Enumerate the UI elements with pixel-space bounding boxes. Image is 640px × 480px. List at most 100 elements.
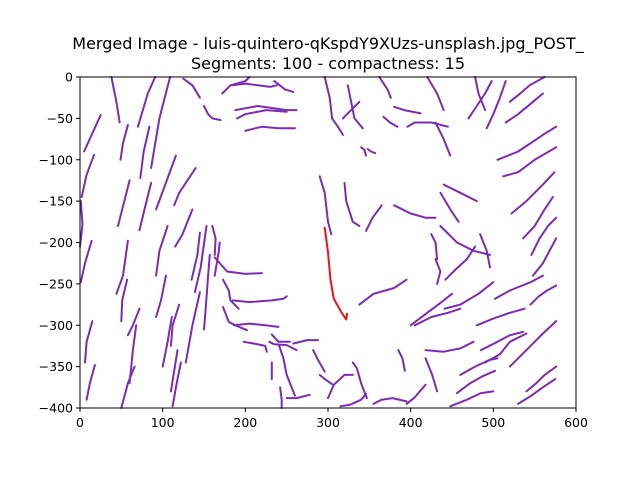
boundary-line-b57	[327, 373, 354, 400]
x-tick-label: 100	[151, 415, 175, 430]
boundary-line-b94	[474, 76, 487, 112]
boundary-line-b59	[339, 392, 367, 408]
boundary-line-b78	[406, 121, 449, 128]
boundary-line-b71	[343, 181, 361, 227]
boundary-line-b24	[173, 167, 197, 207]
boundary-line-b45	[231, 295, 288, 304]
boundary-line-b72	[365, 204, 383, 232]
boundary-line-b17	[128, 324, 138, 385]
boundary-line-b66	[382, 115, 399, 128]
boundary-line-b30	[169, 349, 179, 393]
boundary-line-b110	[508, 320, 558, 368]
boundary-line-b103	[530, 216, 558, 256]
boundary-line-b70	[318, 175, 333, 236]
x-tick-label: 200	[233, 415, 257, 430]
boundary-line-b102	[522, 196, 554, 240]
boundary-line-b12	[120, 365, 136, 409]
boundary-line-b97	[508, 76, 546, 103]
boundary-line-b109	[525, 365, 558, 393]
boundary-line-b31	[171, 361, 182, 408]
boundary-line-b55	[312, 349, 326, 373]
boundary-line-b49	[268, 340, 298, 352]
boundary-line-b75	[405, 383, 427, 405]
boundary-line-b39	[211, 225, 217, 256]
chart-title-line-1: Merged Image - luis-quintero-qKspdY9XUzs…	[72, 34, 584, 54]
boundary-line-b85	[424, 340, 475, 353]
boundary-line-b95	[467, 80, 493, 120]
y-tick-label: −150	[39, 194, 73, 209]
boundary-line-b13	[136, 76, 157, 128]
boundary-line-b48	[270, 333, 291, 343]
boundary-line-b14	[139, 125, 151, 179]
boundary-line-b19	[155, 154, 177, 211]
boundary-line-b113	[479, 233, 491, 269]
boundary-line-b22	[161, 316, 173, 368]
boundary-line-b3	[79, 200, 84, 248]
boundary-line-b64	[360, 146, 367, 157]
boundary-line-b58	[351, 361, 368, 400]
boundary-line-b63	[346, 84, 364, 130]
boundary-line-b28	[184, 291, 201, 364]
boundary-line-b6	[85, 364, 96, 401]
boundary-line-b25	[174, 208, 194, 248]
x-tick-label: 400	[399, 415, 423, 430]
y-tick-label: −400	[39, 401, 73, 416]
boundary-line-b5	[84, 320, 94, 364]
boundary-line-b88	[439, 225, 491, 256]
boundary-line-b108	[517, 378, 557, 405]
boundary-line-b40	[203, 253, 211, 331]
boundary-line-b1	[83, 114, 102, 153]
boundary-line-b81	[430, 233, 439, 261]
boundary-line-b80	[393, 204, 437, 219]
boundary-line-b99	[496, 125, 558, 161]
boundary-line-b111	[532, 237, 558, 277]
boundary-line-b53	[285, 393, 311, 400]
boundary-line-b61	[323, 76, 334, 120]
chart-title-line-2: Segments: 100 - compactness: 15	[191, 54, 465, 73]
boundary-line-b11	[120, 278, 129, 323]
x-tick-label: 500	[481, 415, 505, 430]
x-tick-label: 300	[316, 415, 340, 430]
boundary-line-b107	[484, 332, 528, 364]
boundary-line-b100	[502, 146, 558, 178]
boundary-line-b83	[409, 292, 453, 327]
boundary-line-b82	[434, 258, 442, 285]
boundary-line-b46	[232, 322, 280, 328]
y-tick-label: 0	[65, 70, 73, 85]
boundary-line-b38	[244, 125, 296, 132]
boundary-line-b32	[203, 105, 222, 121]
y-tick-label: −100	[39, 152, 73, 167]
boundary-line-b96	[485, 80, 507, 130]
boundary-line-b8	[119, 124, 129, 161]
y-tick-label: −250	[39, 276, 73, 291]
boundary-line-b104	[494, 274, 544, 300]
boundary-line-b105	[475, 307, 526, 327]
boundary-line-b2	[80, 153, 96, 198]
boundary-line-b98	[504, 92, 544, 124]
boundary-line-b76	[424, 357, 439, 393]
boundary-line-b7	[110, 76, 121, 124]
boundary-curves	[79, 76, 558, 409]
boundary-line-b4	[79, 239, 93, 284]
boundary-line-b84	[413, 307, 462, 327]
highlight-boundary-line	[323, 226, 348, 321]
boundary-line-b44	[222, 278, 240, 310]
boundary-line-b16	[126, 307, 141, 337]
boundary-line-b62	[331, 117, 344, 136]
boundary-line-b90	[443, 281, 495, 310]
boundary-line-b106	[479, 330, 525, 352]
boundary-line-b43	[222, 306, 248, 332]
boundary-line-b21	[155, 274, 167, 318]
y-tick-label: −350	[39, 359, 73, 374]
boundary-line-b67	[393, 105, 422, 115]
y-tick-label: −300	[39, 318, 73, 333]
boundary-line-b92	[456, 369, 496, 395]
boundary-line-b93	[449, 390, 495, 408]
boundary-line-b89	[444, 245, 477, 281]
boundary-line-b87	[439, 191, 460, 223]
boundary-line-b27	[193, 225, 208, 294]
x-axis: 0 100 200 300 400 500 600	[76, 408, 588, 430]
boundary-line-b54	[292, 339, 320, 345]
boundary-line-b86	[442, 183, 478, 203]
boundary-line-b35	[234, 105, 298, 112]
